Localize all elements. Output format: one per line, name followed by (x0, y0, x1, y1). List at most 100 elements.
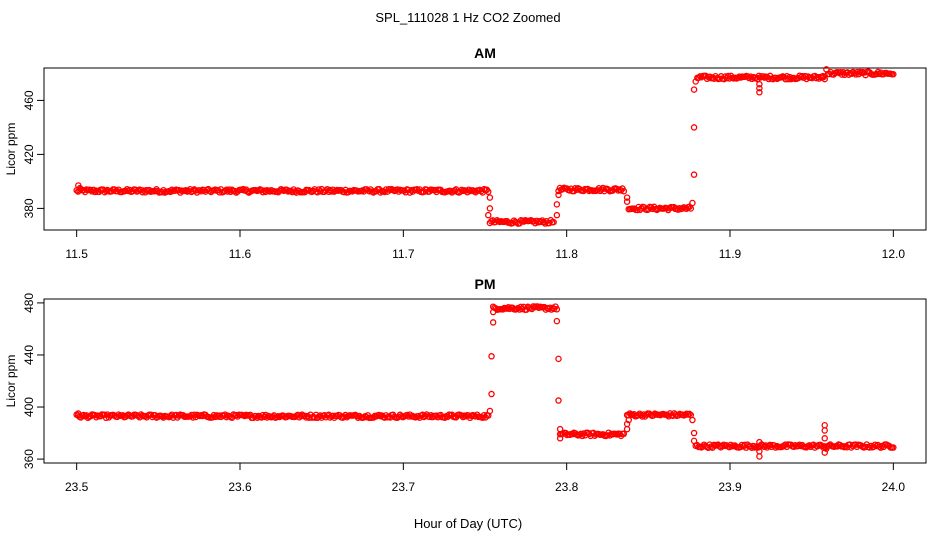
data-point (231, 187, 239, 195)
data-point (690, 86, 698, 93)
data-point (692, 78, 699, 85)
data-point (823, 445, 830, 452)
data-point (690, 171, 698, 178)
data-point (599, 184, 607, 192)
data-point (555, 397, 562, 404)
y-tick-label: 360 (22, 449, 36, 469)
data-point (171, 187, 178, 194)
data-point (679, 205, 686, 212)
data-point (625, 416, 632, 424)
data-point (623, 425, 631, 433)
data-point (486, 407, 494, 415)
data-point (805, 442, 813, 449)
x-tick-label: 11.7 (392, 247, 415, 261)
data-point (623, 194, 631, 201)
plot-frame (43, 67, 927, 231)
x-tick-label: 23.7 (392, 480, 416, 494)
data-point (790, 443, 798, 451)
data-point (489, 308, 497, 316)
data-point (761, 443, 768, 451)
data-point (555, 355, 562, 363)
y-tick-label: 460 (22, 90, 36, 110)
plot-frame (43, 298, 927, 464)
y-tick-label: 440 (22, 345, 36, 365)
y-axis-label: Licor ppm (4, 355, 18, 408)
data-point (505, 304, 512, 311)
x-tick-label: 23.8 (555, 480, 579, 494)
data-point (690, 124, 698, 131)
y-axis-label: Licor ppm (4, 123, 18, 176)
data-point (756, 80, 763, 88)
y-tick-label: 420 (22, 144, 36, 164)
figure-title: SPL_111028 1 Hz CO2 Zoomed (375, 10, 560, 25)
x-tick-label: 12.0 (882, 247, 906, 261)
data-point (486, 205, 494, 212)
data-point (553, 201, 561, 208)
data-point (556, 425, 564, 433)
data-point (727, 441, 734, 449)
data-point (182, 187, 190, 194)
data-point (262, 188, 269, 196)
panel-pm: PM Licor ppm 23.5 23.6 23.7 23.8 23.9 24.0 360 40… (4, 276, 927, 494)
data-point (823, 66, 830, 73)
data-point (486, 194, 494, 201)
data-point (756, 89, 763, 96)
data-point (115, 411, 122, 418)
data-point (687, 205, 695, 212)
data-point (759, 73, 767, 80)
x-tick-label: 11.6 (229, 247, 252, 261)
x-tick-label: 23.9 (718, 480, 742, 494)
data-point (755, 72, 763, 80)
data-point (389, 186, 397, 194)
data-point (686, 203, 693, 211)
data-point (890, 444, 897, 451)
x-tick-label: 11.9 (719, 247, 742, 261)
data-point (756, 448, 763, 455)
data-point (689, 416, 696, 424)
data-point (756, 453, 763, 460)
data-point (571, 185, 579, 192)
data-point (488, 390, 495, 398)
data-point (433, 412, 440, 419)
data-point (623, 198, 631, 205)
data-point (315, 413, 323, 420)
data-point (333, 412, 341, 420)
data-point (75, 410, 82, 417)
data-points (73, 303, 897, 460)
data-point (756, 438, 763, 446)
data-point (821, 421, 828, 429)
data-point (876, 443, 883, 450)
data-point (485, 211, 492, 219)
data-point (550, 218, 557, 226)
data-point (489, 319, 497, 326)
data-point (91, 188, 99, 196)
data-points (73, 66, 897, 227)
data-point (690, 429, 698, 437)
data-point (866, 444, 873, 451)
data-point (553, 211, 561, 219)
data-point (890, 71, 897, 78)
data-point (76, 184, 84, 192)
data-point (620, 187, 628, 195)
x-tick-label: 11.5 (65, 247, 88, 261)
data-point (821, 427, 828, 434)
data-point (819, 72, 827, 80)
data-point (690, 437, 698, 445)
data-point (485, 188, 492, 196)
data-point (821, 435, 828, 442)
panel-title: AM (474, 45, 496, 61)
x-tick-label: 11.8 (555, 247, 578, 261)
x-tick-label: 24.0 (882, 480, 906, 494)
data-point (555, 191, 562, 199)
data-point (553, 306, 561, 313)
data-point (620, 430, 628, 438)
y-tick-label: 480 (22, 293, 36, 313)
panel-title: PM (475, 276, 496, 292)
data-point (686, 410, 693, 418)
panel-am: AM Licor ppm 11.5 11.6 11.7 11.8 11.9 12.0 380 42… (4, 45, 927, 261)
data-point (674, 206, 682, 213)
data-point (447, 187, 454, 195)
data-point (465, 186, 472, 194)
panels: AM Licor ppm 11.5 11.6 11.7 11.8 11.9 12.0 380 42… (4, 45, 927, 494)
data-point (488, 353, 495, 360)
